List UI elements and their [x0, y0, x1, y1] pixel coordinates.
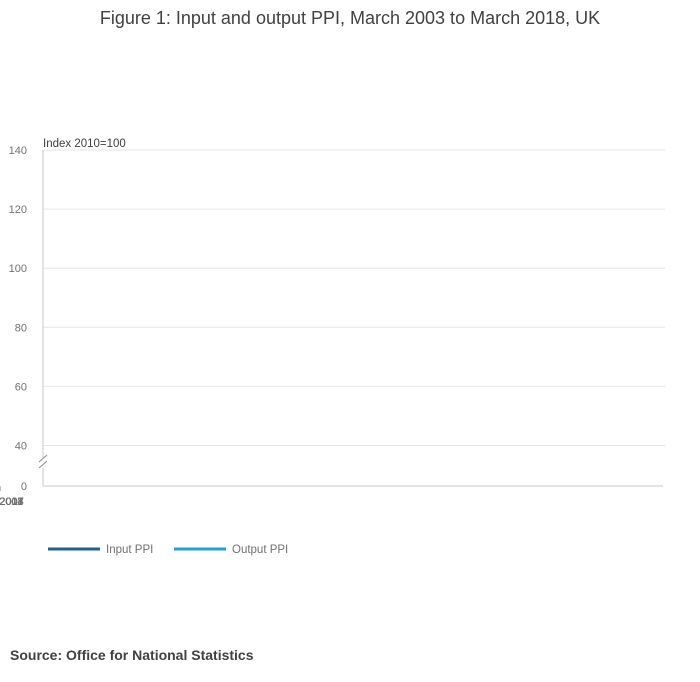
x-tick-label: Mar-2011: [0, 496, 23, 508]
chart-title: Figure 1: Input and output PPI, March 20…: [100, 8, 600, 28]
axis-break-mark: [38, 454, 48, 463]
y-axis-unit-label: Index 2010=100: [43, 138, 126, 150]
x-tick-label: Sep-2007: [0, 496, 24, 508]
x-tick-label: Mar-2004: [0, 496, 24, 508]
axes: 0 40 60 80 100 120 140 Mar-2004Sep-2007Mar-2011…: [0, 145, 663, 508]
x-tick-label: Sep-2014: [0, 496, 24, 508]
axis-break-mark: [38, 460, 48, 469]
y-tick-label: 120: [9, 204, 27, 216]
y-tick-label: 40: [15, 441, 27, 453]
y-tick-label: 140: [9, 145, 27, 157]
y-tick-label: 60: [15, 381, 27, 393]
x-tick-label: Mar-2018: [0, 496, 24, 508]
y-tick-label: 100: [9, 263, 27, 275]
y-tick-label: 80: [15, 322, 27, 334]
y-tick-label: 0: [21, 481, 27, 493]
legend: Input PPI Output PPI: [48, 544, 288, 556]
gridlines: [43, 149, 665, 446]
legend-label: Output PPI: [232, 544, 288, 556]
legend-label: Input PPI: [106, 544, 153, 556]
source-note: Source: Office for National Statistics: [10, 647, 254, 663]
